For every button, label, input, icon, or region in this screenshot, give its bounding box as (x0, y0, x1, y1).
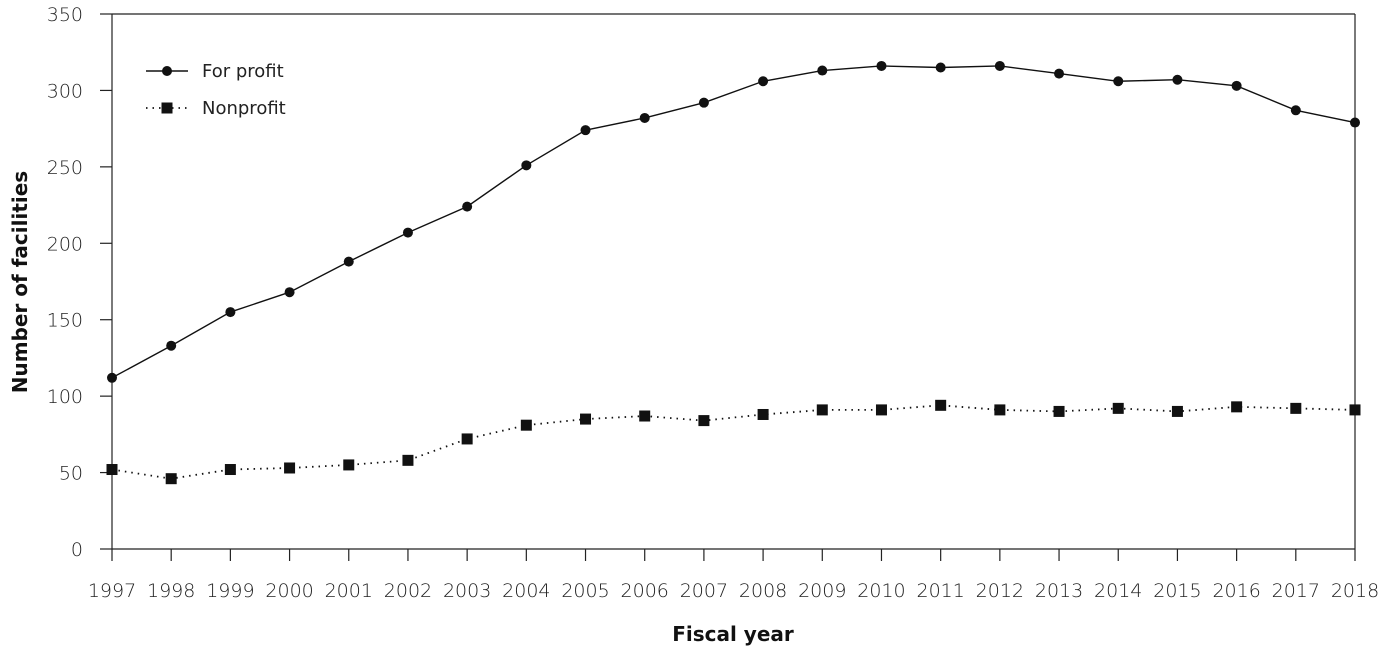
data-point-nonprofit (580, 413, 592, 425)
x-tick-label: 2016 (1212, 580, 1260, 602)
x-tick-label: 2017 (1272, 580, 1320, 602)
y-tick-label: 100 (47, 386, 83, 408)
data-point-nonprofit (935, 399, 947, 411)
x-tick-label: 2000 (265, 580, 313, 602)
data-point-for-profit (1290, 105, 1301, 116)
legend-item-for-profit: For profit (146, 61, 284, 82)
x-tick-label: 2012 (976, 580, 1024, 602)
x-tick-label: 2005 (561, 580, 609, 602)
series-nonprofit (106, 399, 1361, 485)
legend-marker-for-profit (162, 66, 172, 76)
x-tick-label: 2002 (384, 580, 432, 602)
data-point-nonprofit (520, 419, 532, 431)
y-tick-label: 300 (47, 80, 83, 102)
x-tick-label: 2013 (1035, 580, 1083, 602)
legend-label-nonprofit: Nonprofit (202, 98, 286, 119)
x-tick-label: 2008 (739, 580, 787, 602)
data-point-for-profit (639, 112, 650, 123)
x-tick-label: 2006 (621, 580, 669, 602)
data-point-for-profit (1054, 68, 1065, 79)
x-tick-label: 1998 (147, 580, 195, 602)
data-point-for-profit (521, 160, 532, 171)
legend-item-nonprofit: Nonprofit (146, 98, 286, 119)
series-for-profit (107, 60, 1360, 383)
series-layer (106, 60, 1361, 485)
data-point-for-profit (462, 201, 473, 212)
legend-label-for-profit: For profit (202, 61, 284, 82)
data-point-nonprofit (165, 473, 177, 485)
data-point-for-profit (817, 65, 828, 76)
data-point-nonprofit (1231, 401, 1243, 413)
data-point-nonprofit (816, 404, 828, 416)
data-point-for-profit (225, 307, 236, 318)
legend: For profit Nonprofit (146, 61, 286, 119)
x-axis-ticks: 1997 1998 1999 2000 2001 2002 2003 2004 2005 2006… (88, 549, 1379, 602)
x-tick-label: 2001 (325, 580, 373, 602)
data-point-for-profit (1350, 117, 1360, 128)
y-tick-label: 0 (71, 539, 83, 561)
y-tick-label: 150 (47, 310, 83, 332)
y-tick-label: 200 (47, 233, 83, 255)
data-point-nonprofit (461, 433, 473, 445)
data-point-for-profit (284, 287, 295, 298)
data-point-nonprofit (1171, 405, 1183, 417)
y-axis-ticks: 0 50 100 150 200 250 300 350 (47, 4, 112, 561)
data-point-nonprofit (639, 410, 651, 422)
data-point-nonprofit (224, 464, 236, 476)
data-point-nonprofit (402, 454, 414, 466)
x-tick-label: 2014 (1094, 580, 1142, 602)
y-tick-label: 250 (47, 157, 83, 179)
data-point-for-profit (935, 62, 946, 73)
x-tick-label: 1997 (88, 580, 136, 602)
data-point-for-profit (107, 372, 117, 383)
x-tick-label: 2003 (443, 580, 491, 602)
data-point-nonprofit (1290, 402, 1302, 414)
data-point-nonprofit (343, 459, 355, 471)
data-point-nonprofit (106, 464, 118, 476)
x-tick-label: 2015 (1153, 580, 1201, 602)
data-point-nonprofit (757, 408, 769, 420)
y-axis-title: Number of facilities (8, 171, 32, 393)
data-point-for-profit (876, 60, 887, 71)
data-point-for-profit (166, 340, 177, 351)
data-point-for-profit (343, 256, 354, 267)
data-point-nonprofit (1112, 402, 1124, 414)
y-tick-label: 350 (47, 4, 83, 26)
data-point-nonprofit (994, 404, 1006, 416)
data-point-for-profit (698, 97, 709, 108)
data-point-nonprofit (1349, 404, 1361, 416)
x-tick-label: 2010 (857, 580, 905, 602)
x-tick-label: 2018 (1331, 580, 1379, 602)
x-tick-label: 2009 (798, 580, 846, 602)
data-point-nonprofit (1053, 405, 1065, 417)
legend-marker-nonprofit (161, 102, 173, 114)
x-tick-label: 2004 (502, 580, 550, 602)
axes (111, 13, 1356, 550)
data-point-for-profit (1231, 80, 1242, 91)
data-point-for-profit (580, 125, 591, 136)
data-point-for-profit (994, 60, 1005, 71)
x-tick-label: 1999 (206, 580, 254, 602)
data-point-nonprofit (875, 404, 887, 416)
data-point-for-profit (758, 76, 769, 87)
data-point-nonprofit (698, 415, 710, 427)
data-point-for-profit (402, 227, 413, 238)
data-point-nonprofit (284, 462, 296, 474)
x-tick-label: 2011 (916, 580, 964, 602)
x-tick-label: 2007 (680, 580, 728, 602)
y-tick-label: 50 (59, 463, 83, 485)
series-line-for-profit (111, 65, 1356, 379)
x-axis-title: Fiscal year (672, 622, 794, 646)
data-point-for-profit (1172, 74, 1183, 85)
data-point-for-profit (1113, 76, 1124, 87)
series-line-nonprofit (111, 404, 1356, 480)
